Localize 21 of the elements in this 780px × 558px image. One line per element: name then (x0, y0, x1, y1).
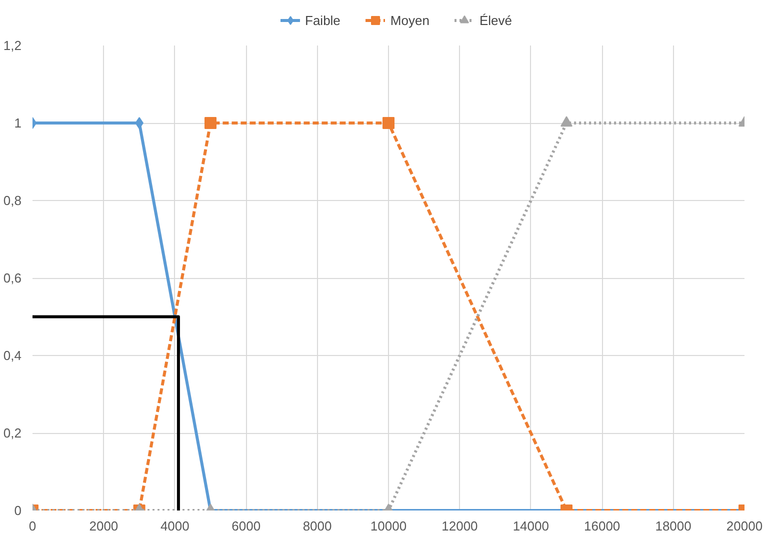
x-tick-label: 18000 (655, 518, 692, 534)
legend-label: Moyen (390, 12, 430, 28)
x-tick-label: 8000 (302, 518, 332, 534)
x-tick-label: 0 (28, 518, 36, 534)
legend-label: Élevé (479, 12, 512, 28)
y-tick-label: 0 (14, 503, 22, 518)
x-tick-label: 12000 (442, 518, 478, 534)
y-tick-label: 1 (14, 116, 22, 130)
x-tick-label: 6000 (232, 518, 261, 534)
y-tick-label: 0,6 (3, 270, 22, 286)
y-tick-label: 1,2 (3, 38, 22, 53)
x-tick-label: 2000 (89, 518, 118, 534)
x-tick-label: 20000 (726, 518, 763, 534)
x-tick-label: 14000 (512, 518, 549, 534)
x-tick-label: 16000 (584, 518, 620, 534)
y-tick-label: 0,8 (3, 193, 22, 208)
legend-label: Faible (305, 12, 340, 28)
y-tick-label: 0,2 (3, 426, 22, 440)
y-tick-label: 0,4 (3, 348, 22, 363)
x-tick-label: 10000 (370, 518, 407, 534)
x-tick-label: 4000 (160, 518, 190, 534)
